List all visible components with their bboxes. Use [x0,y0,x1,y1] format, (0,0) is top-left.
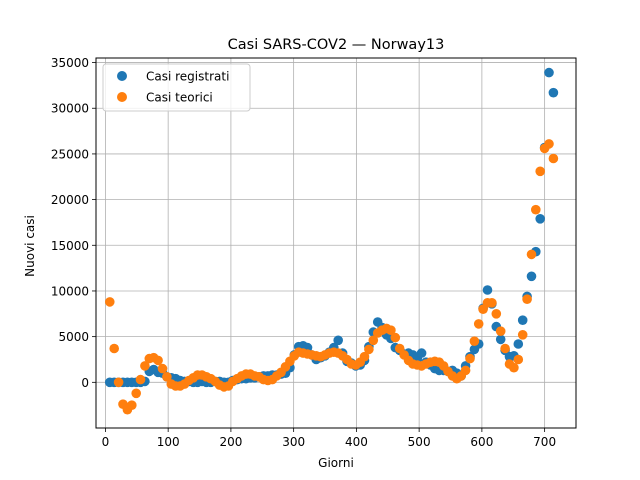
point-series-1 [127,400,137,411]
point-series-1 [469,336,480,347]
point-series-1 [495,326,506,337]
point-series-1 [153,355,163,366]
legend-marker-casi-teorici [117,92,127,102]
point-series-1 [135,374,146,385]
point-series-1 [473,319,484,329]
point-series-1 [548,153,559,164]
point-series-1 [113,377,124,388]
point-series-1 [500,343,510,354]
point-series-0 [482,285,493,295]
point-series-1 [517,330,528,340]
point-series-1 [162,372,172,382]
point-series-0 [513,339,524,349]
point-series-0 [333,335,344,346]
y-tick-label: 10000 [51,284,89,298]
x-axis-label: Giorni [318,456,354,470]
point-series-1 [131,388,141,399]
point-series-1 [491,309,502,319]
point-series-1 [368,335,379,346]
plot-frame [95,57,577,429]
point-series-1 [460,365,471,376]
x-tick-label: 300 [282,435,305,449]
x-tick-label: 200 [219,435,242,449]
point-series-1 [544,139,554,149]
point-series-1 [535,166,545,177]
y-tick-label: 30000 [51,102,89,116]
y-tick-label: 35000 [51,56,89,70]
y-axis-label: Nuovi casi [23,215,37,277]
y-tick-label: 15000 [51,239,89,253]
point-series-0 [535,214,545,224]
legend-label-casi-teorici: Casi teorici [146,91,213,105]
point-series-1 [390,332,401,343]
point-series-0 [526,271,537,282]
point-series-0 [495,334,506,345]
point-series-1 [364,344,374,355]
point-series-1 [513,354,524,365]
axis-ticks: 0 100 200 300 400 500 600 700 0 5000 10000 15000 200… [51,56,556,449]
point-series-1 [386,325,396,336]
legend-box [102,63,251,112]
point-series-1 [531,204,541,215]
x-tick-label: 0 [102,435,110,449]
point-series-1 [105,297,115,307]
legend: Casi registrati Casi teorici [102,63,251,112]
point-series-0 [548,87,559,98]
y-tick-label: 0 [81,376,89,390]
point-series-1 [140,361,150,371]
data-points [105,67,559,415]
point-series-1 [359,351,370,362]
x-tick-label: 700 [533,435,556,449]
legend-marker-casi-registrati [117,71,127,81]
y-tick-label: 5000 [58,330,89,344]
x-tick-label: 600 [470,435,493,449]
point-series-1 [487,298,497,308]
point-series-0 [517,315,528,326]
legend-label-casi-registrati: Casi registrati [146,70,229,84]
point-series-1 [509,362,519,373]
point-series-1 [526,249,537,260]
x-tick-label: 400 [345,435,368,449]
point-series-1 [465,353,475,364]
point-series-1 [109,343,119,354]
point-series-0 [544,67,554,78]
x-tick-label: 100 [157,435,180,449]
point-series-1 [157,363,168,374]
y-tick-label: 25000 [51,147,89,161]
chart-title: Casi SARS-COV2 — Norway13 [228,37,445,53]
point-series-1 [522,294,532,305]
point-series-0 [416,348,427,358]
x-tick-label: 500 [408,435,431,449]
y-tick-label: 20000 [51,193,89,207]
